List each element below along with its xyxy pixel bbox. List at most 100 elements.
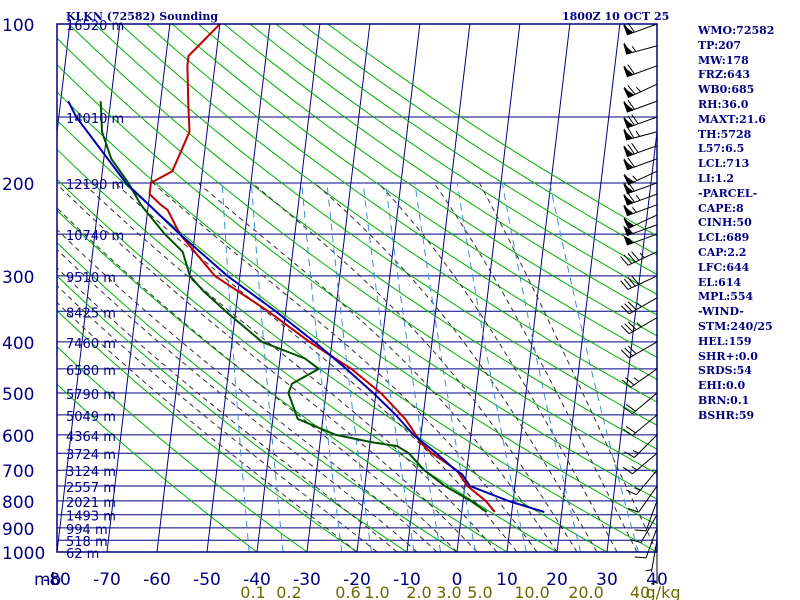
wind-full-barb [627,115,635,126]
moist-adiabat-line [152,182,538,552]
moist-adiabat-line [478,182,657,552]
wind-half-barb [639,252,645,259]
moist-adiabat-line [57,248,418,552]
wind-barb [634,527,658,559]
moist-adiabat-line [57,301,358,552]
wind-half-barb [631,466,638,471]
indices-panel: WMO:72582 TP:207 MW:178 FRZ:643 WB0:685 RH:36… [698,24,798,424]
mixing-ratio-line [456,182,527,552]
moist-adiabats [57,182,657,552]
wind-full-barb [623,101,632,112]
mixing-ratio-line [221,182,250,552]
wind-full-barb [631,275,640,285]
isotherm-line [206,24,271,552]
height-label: 994 m [66,523,108,538]
mixing-ratio-label: 0.2 [276,583,301,600]
wind-full-barb [623,128,631,140]
mixing-ratio-label: 10.0 [514,583,550,600]
wind-full-barb [623,194,632,204]
wind-full-barb [622,466,633,475]
wind-full-barb [623,182,632,193]
temperature-tick-label: -30 [293,570,321,590]
wind-barb [623,142,658,158]
wind-full-barb [622,428,633,436]
temperature-tick-label: -70 [93,570,121,590]
wind-half-barb [636,322,642,328]
wind-half-barb [628,237,633,244]
wind-half-barb [636,302,642,308]
wind-half-barb [634,487,641,491]
pressure-tick-label: 400 [2,334,34,354]
wind-barb [627,485,658,513]
dry-adiabat-line [275,24,657,276]
dry-adiabats [57,24,657,552]
dry-adiabat-line [327,24,657,237]
wind-barb-staff [650,540,658,572]
moist-adiabat-line [251,182,578,552]
wind-half-barb [631,45,637,52]
mixing-ratio-line [414,182,477,552]
frame-rect [56,23,658,553]
wind-barb-staff [625,45,658,55]
mixing-ratio-label: g/kg [646,583,681,600]
wind-barb-staff [636,469,658,496]
mixing-ratio-label: 5.0 [467,583,492,600]
dry-adiabat-line [57,209,508,552]
index-line: SRDS:54 [698,364,752,378]
index-line: MW:178 [698,53,749,67]
index-line: MPL:554 [698,290,754,304]
mixing-ratio-line [385,182,442,552]
wind-full-barb [631,251,640,261]
mixing-ratio-label: 1.0 [364,583,389,600]
temperature-tick-label: -60 [143,570,171,590]
wind-barb-staff [626,233,658,246]
wind-full-barb [624,377,635,386]
wind-barb [623,22,658,36]
height-labels: 16520 m 14010 m 12190 m 10740 m 9510 m 8425 m… [66,19,124,562]
index-line: CAP:2.2 [698,245,747,259]
wind-full-barb [623,254,633,264]
wind-barb-staff [638,485,658,513]
wind-half-barb [635,195,641,201]
mixing-ratio-label: 3.0 [436,583,461,600]
index-line: L57:6.5 [698,142,745,156]
wind-barb [634,500,658,532]
pressure-tick-label: 500 [2,385,34,405]
dry-adiabat-line [249,24,657,296]
wind-barb [645,540,658,572]
index-line: SHR+:0.0 [698,349,758,363]
wind-full-barb [627,64,635,75]
index-line: EL:614 [698,275,742,289]
wind-full-barb [620,349,630,359]
wind-barb [623,214,658,229]
moist-adiabat-line [314,182,598,552]
wind-barb [620,317,658,335]
wind-full-barb [634,529,647,532]
height-label: 7460 m [66,337,116,352]
wind-barb [622,452,658,475]
index-line: -PARCEL- [698,186,758,200]
isotherm-line [106,24,171,552]
moist-adiabat-line [57,183,478,552]
wind-barb [623,83,658,99]
index-line: RH:36.0 [698,97,749,111]
wind-barb-staff [630,368,658,388]
index-line: -WIND- [698,305,744,319]
dry-adiabat-line [57,383,258,552]
wind-full-barb [627,192,635,203]
temperature-tick-label: -10 [393,570,421,590]
isotherm-line [57,24,121,552]
wind-barb-staff [632,392,658,415]
wind-full-barb [629,539,642,543]
wind-full-barb [623,217,633,228]
pressure-tick-label: 800 [2,493,34,513]
wind-full-barb [627,277,636,287]
wind-full-barb [623,158,632,169]
wind-half-barb [632,207,637,213]
index-line: MAXT:21.6 [698,112,766,126]
mixing-ratio-line [549,182,639,552]
valid-time: 1800Z 10 OCT 25 [562,10,670,23]
wind-full-barb [623,23,632,34]
temperature-tick-label: 10 [496,570,518,590]
mixing-ratio-label: 0.1 [240,583,265,600]
